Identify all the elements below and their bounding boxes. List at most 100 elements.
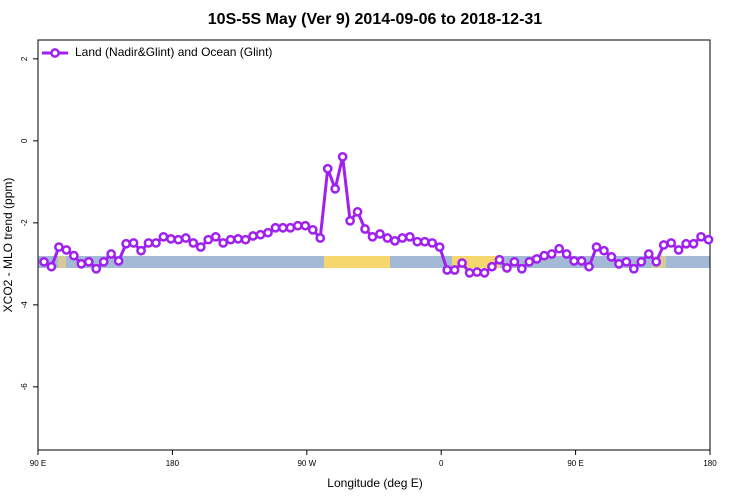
- data-point: [300, 220, 311, 231]
- data-point: [636, 256, 647, 267]
- data-point: [651, 256, 662, 267]
- data-point: [494, 254, 505, 265]
- data-point: [39, 256, 49, 267]
- data-point: [673, 245, 684, 255]
- data-point: [106, 249, 117, 259]
- x-tick-label: 0: [439, 459, 444, 468]
- land-band: [58, 256, 66, 268]
- y-tick-label: 2: [20, 56, 29, 61]
- data-point: [382, 233, 393, 243]
- data-point: [546, 249, 557, 259]
- data-point: [502, 263, 512, 273]
- y-tick-label: -4: [20, 301, 29, 309]
- x-tick-label: 90 E: [567, 459, 583, 468]
- data-point: [434, 242, 445, 252]
- data-point: [472, 267, 482, 277]
- data-point: [375, 229, 385, 239]
- data-point: [404, 231, 415, 242]
- data-point: [345, 215, 355, 226]
- x-tick-label: 180: [166, 459, 180, 468]
- data-point: [643, 249, 654, 259]
- data-point: [98, 256, 109, 267]
- y-axis-title: XCO2 - MLO trend (ppm): [1, 178, 15, 313]
- data-point: [606, 252, 617, 262]
- data-point: [248, 231, 258, 241]
- data-point: [195, 242, 206, 252]
- data-point: [539, 250, 550, 261]
- legend-label: Land (Nadir&Glint) and Ocean (Glint): [75, 45, 272, 59]
- data-point: [263, 227, 273, 238]
- data-point: [255, 229, 266, 240]
- data-point: [143, 238, 154, 248]
- data-point: [83, 256, 94, 267]
- data-point: [516, 263, 527, 274]
- y-tick-label: 0: [20, 138, 29, 143]
- data-point: [292, 220, 303, 231]
- data-point: [330, 183, 341, 194]
- data-point: [531, 254, 542, 264]
- y-tick-label: -6: [20, 383, 29, 391]
- data-point: [218, 238, 229, 248]
- data-point: [240, 234, 251, 245]
- data-point: [569, 256, 579, 266]
- x-tick-label: 90 E: [30, 459, 46, 468]
- chart-title: 10S-5S May (Ver 9) 2014-09-06 to 2018-12…: [208, 11, 543, 28]
- data-point: [457, 258, 467, 268]
- data-point: [554, 243, 565, 254]
- data-point: [128, 238, 139, 248]
- data-point: [270, 222, 281, 233]
- data-point: [151, 238, 161, 248]
- data-point: [352, 206, 363, 217]
- data-point: [390, 236, 400, 246]
- data-point: [360, 224, 370, 234]
- data-point: [584, 261, 594, 272]
- data-point: [203, 234, 214, 245]
- data-point: [188, 238, 199, 248]
- y-tick-label: -2: [20, 219, 29, 227]
- legend-marker: [50, 48, 60, 58]
- data-point: [688, 238, 699, 249]
- land-band: [324, 256, 390, 268]
- data-point: [307, 224, 318, 235]
- data-point: [427, 238, 438, 248]
- data-point: [113, 256, 124, 266]
- data-point: [658, 240, 669, 250]
- data-point: [412, 236, 423, 247]
- data-point: [464, 268, 475, 278]
- data-point: [285, 222, 296, 233]
- data-point: [614, 259, 624, 269]
- data-point: [591, 242, 602, 252]
- data-point: [561, 249, 572, 259]
- data-point: [68, 250, 79, 261]
- data-point: [180, 233, 191, 243]
- data-point: [136, 245, 146, 256]
- data-point: [322, 163, 333, 174]
- data-point: [61, 245, 72, 255]
- data-point: [479, 268, 490, 278]
- data-point: [419, 236, 430, 247]
- data-point: [599, 245, 609, 256]
- plot-frame: [37, 39, 711, 451]
- data-point: [91, 263, 102, 274]
- data-point: [158, 231, 169, 242]
- data-point: [54, 242, 64, 252]
- data-point: [367, 231, 378, 242]
- data-point: [210, 231, 221, 242]
- x-tick-label: 180: [703, 459, 717, 468]
- data-point: [442, 265, 453, 275]
- data-point: [173, 234, 184, 245]
- data-point: [233, 234, 243, 244]
- data-point: [278, 222, 288, 233]
- data-point: [621, 256, 632, 267]
- x-axis-title: Longitude (deg E): [327, 476, 422, 490]
- data-point: [315, 233, 326, 243]
- data-point: [397, 233, 408, 243]
- data-point: [681, 238, 691, 249]
- data-point: [703, 234, 714, 245]
- data-point: [666, 238, 677, 248]
- data-point: [225, 234, 236, 245]
- data-point: [487, 261, 497, 272]
- data-point: [449, 265, 460, 275]
- data-point: [46, 261, 57, 272]
- data-point: [121, 238, 131, 249]
